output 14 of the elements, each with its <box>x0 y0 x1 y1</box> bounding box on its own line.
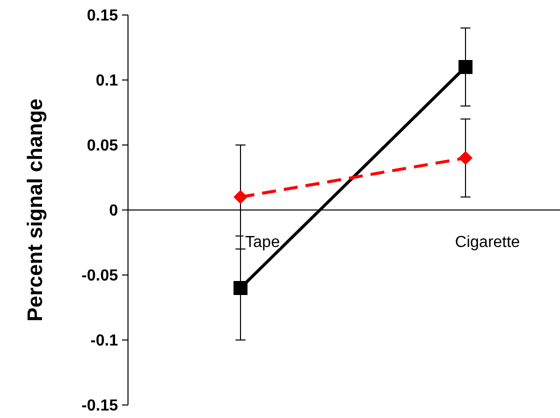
x-tick-label: Tape <box>245 234 280 251</box>
point <box>234 190 248 204</box>
y-tick-label: -0.15 <box>82 398 118 415</box>
x-tick-label: Cigarette <box>455 234 520 251</box>
y-tick-label: 0.05 <box>86 138 118 155</box>
point <box>458 151 472 165</box>
y-axis-title: Percent signal change <box>24 98 47 322</box>
y-tick-label: 0.15 <box>86 8 118 25</box>
y-tick-label: -0.1 <box>90 332 118 350</box>
y-tick-label: 0 <box>109 202 118 220</box>
y-tick-label: 0.1 <box>96 72 118 90</box>
y-tick-label: -0.05 <box>82 268 118 285</box>
point <box>458 60 472 74</box>
point <box>234 281 248 295</box>
